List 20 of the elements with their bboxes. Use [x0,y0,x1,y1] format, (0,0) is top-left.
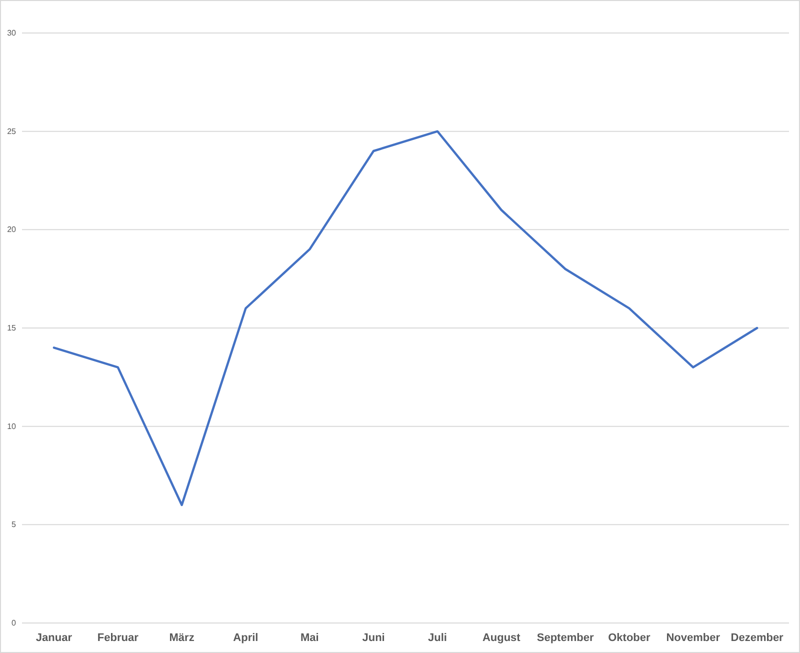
y-tick-label: 0 [12,618,17,628]
x-tick-label: August [482,632,521,644]
x-tick-label: November [666,632,721,644]
line-series [52,130,758,506]
y-tick-label: 20 [7,225,17,234]
y-tick-label: 5 [12,520,17,530]
x-tick-label: Juni [362,632,385,644]
x-tick-label: März [169,632,195,644]
y-tick-label: 10 [7,422,17,431]
x-tick-label: September [536,632,594,644]
x-tick-label: Januar [36,632,73,644]
y-tick-label: 30 [7,28,17,38]
x-tick-label: April [233,632,258,644]
x-tick-label: Oktober [608,632,652,644]
x-tick-label: Februar [97,632,140,644]
x-tick-label: Dezember [730,632,784,644]
x-tick-label: Mai [300,632,319,644]
x-tick-label: Juli [428,632,447,644]
y-tick-label: 15 [7,324,17,333]
y-tick-label: 25 [7,126,17,136]
